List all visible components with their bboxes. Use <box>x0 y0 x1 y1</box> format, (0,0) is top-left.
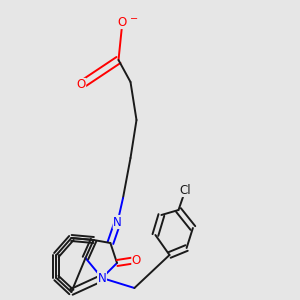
Text: −: − <box>130 14 138 24</box>
Text: Cl: Cl <box>180 184 191 196</box>
Text: N: N <box>98 272 106 284</box>
Text: O: O <box>76 79 85 92</box>
Text: N: N <box>113 215 122 229</box>
Text: O: O <box>132 254 141 266</box>
Text: O: O <box>118 16 127 28</box>
